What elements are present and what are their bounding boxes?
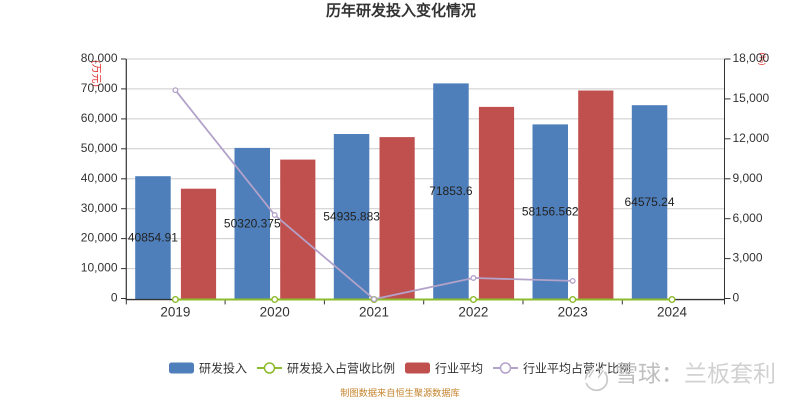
svg-text:10,000: 10,000 xyxy=(81,261,118,275)
svg-text:6,000: 6,000 xyxy=(733,211,763,225)
svg-text:20,000: 20,000 xyxy=(81,231,118,245)
svg-text:18,000: 18,000 xyxy=(733,51,770,65)
svg-text:60,000: 60,000 xyxy=(81,111,118,125)
svg-text:2019: 2019 xyxy=(160,305,190,320)
svg-text:历年研发投入变化情况: 历年研发投入变化情况 xyxy=(326,2,476,20)
svg-text:58156.562: 58156.562 xyxy=(522,205,579,219)
svg-text:15,000: 15,000 xyxy=(733,91,770,105)
svg-text:行业平均: 行业平均 xyxy=(435,361,483,375)
svg-text:2024: 2024 xyxy=(657,305,688,320)
svg-text:3,000: 3,000 xyxy=(733,251,763,265)
svg-text:71853.6: 71853.6 xyxy=(429,184,473,198)
svg-text:12,000: 12,000 xyxy=(733,131,770,145)
svg-text:2022: 2022 xyxy=(458,305,488,320)
svg-text:研发投入占营收比例: 研发投入占营收比例 xyxy=(287,360,395,375)
svg-text:研发投入: 研发投入 xyxy=(199,360,247,375)
svg-text:70,000: 70,000 xyxy=(81,81,118,95)
svg-text:雪球：兰板套利: 雪球：兰板套利 xyxy=(615,361,776,387)
svg-text:2021: 2021 xyxy=(359,305,389,320)
svg-text:80,000: 80,000 xyxy=(81,51,118,65)
svg-text:(万元): (万元) xyxy=(90,60,101,87)
svg-text:制图数据来自恒生聚源数据库: 制图数据来自恒生聚源数据库 xyxy=(340,387,459,398)
svg-text:0: 0 xyxy=(733,291,740,305)
svg-text:64575.24: 64575.24 xyxy=(624,195,674,209)
svg-text:54935.883: 54935.883 xyxy=(323,210,380,224)
svg-text:2020: 2020 xyxy=(260,305,290,320)
svg-text:2023: 2023 xyxy=(558,305,588,320)
svg-text:9,000: 9,000 xyxy=(733,171,763,185)
svg-text:40854.91: 40854.91 xyxy=(128,231,178,245)
svg-text:50,000: 50,000 xyxy=(81,141,118,155)
svg-text:(%): (%) xyxy=(758,52,768,65)
svg-text:0: 0 xyxy=(111,291,118,305)
svg-text:40,000: 40,000 xyxy=(81,171,118,185)
svg-text:30,000: 30,000 xyxy=(81,201,118,215)
svg-text:50320.375: 50320.375 xyxy=(224,216,281,230)
